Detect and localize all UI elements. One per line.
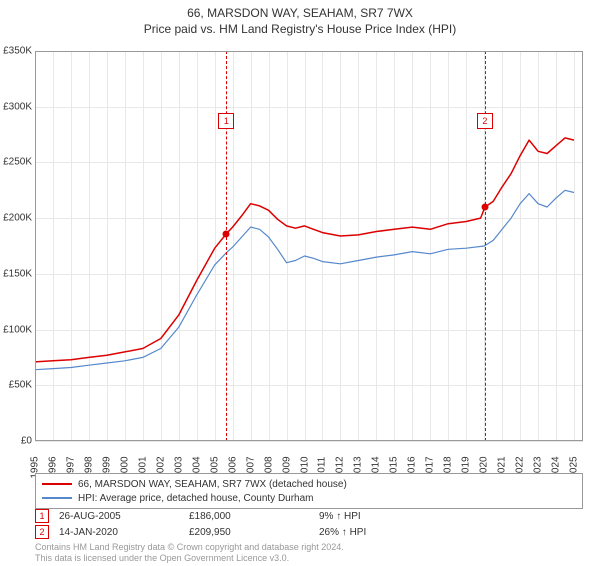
sale-price-2: £209,950 — [189, 527, 309, 538]
title-sub: Price paid vs. HM Land Registry's House … — [0, 22, 600, 36]
y-tick-label: £50K — [2, 380, 32, 391]
arrow-up-icon: ↑ — [342, 527, 347, 538]
legend-row-series2: HPI: Average price, detached house, Coun… — [42, 491, 576, 505]
chart-plot-area: 12 £0£50K£100K£150K£200K£250K£300K£350K … — [35, 51, 583, 441]
legend-swatch-series2 — [42, 497, 72, 499]
y-tick-label: £150K — [2, 268, 32, 279]
y-tick-label: £0 — [2, 436, 32, 447]
sale-dot — [223, 230, 230, 237]
sale-marker-2: 2 — [35, 525, 49, 539]
sale-marker-box: 2 — [477, 113, 493, 129]
sale-row-1: 1 26-AUG-2005 £186,000 9% ↑ HPI — [35, 508, 583, 524]
legend-row-series1: 66, MARSDON WAY, SEAHAM, SR7 7WX (detach… — [42, 477, 576, 491]
legend-label-series1: 66, MARSDON WAY, SEAHAM, SR7 7WX (detach… — [78, 479, 347, 490]
chart-container: 66, MARSDON WAY, SEAHAM, SR7 7WX Price p… — [0, 6, 600, 566]
legend-swatch-series1 — [42, 483, 72, 485]
legend-label-series2: HPI: Average price, detached house, Coun… — [78, 493, 314, 504]
sales-footer: 1 26-AUG-2005 £186,000 9% ↑ HPI 2 14-JAN… — [35, 508, 583, 540]
y-tick-label: £350K — [2, 46, 32, 57]
arrow-up-icon: ↑ — [336, 511, 341, 522]
sale-pct-1: 9% ↑ HPI — [319, 511, 439, 522]
sale-dot — [481, 204, 488, 211]
y-tick-label: £250K — [2, 157, 32, 168]
sale-date-2: 14-JAN-2020 — [59, 527, 179, 538]
sale-row-2: 2 14-JAN-2020 £209,950 26% ↑ HPI — [35, 524, 583, 540]
y-tick-label: £300K — [2, 101, 32, 112]
attribution-text: Contains HM Land Registry data © Crown c… — [35, 542, 344, 564]
y-tick-label: £200K — [2, 213, 32, 224]
y-tick-label: £100K — [2, 324, 32, 335]
line-series-svg — [35, 51, 583, 441]
title-main: 66, MARSDON WAY, SEAHAM, SR7 7WX — [0, 6, 600, 20]
sale-marker-box: 1 — [218, 113, 234, 129]
sale-price-1: £186,000 — [189, 511, 309, 522]
sale-date-1: 26-AUG-2005 — [59, 511, 179, 522]
sale-marker-1: 1 — [35, 509, 49, 523]
sale-pct-2: 26% ↑ HPI — [319, 527, 439, 538]
attribution-line1: Contains HM Land Registry data © Crown c… — [35, 542, 344, 553]
legend-box: 66, MARSDON WAY, SEAHAM, SR7 7WX (detach… — [35, 473, 583, 509]
attribution-line2: This data is licensed under the Open Gov… — [35, 553, 344, 564]
